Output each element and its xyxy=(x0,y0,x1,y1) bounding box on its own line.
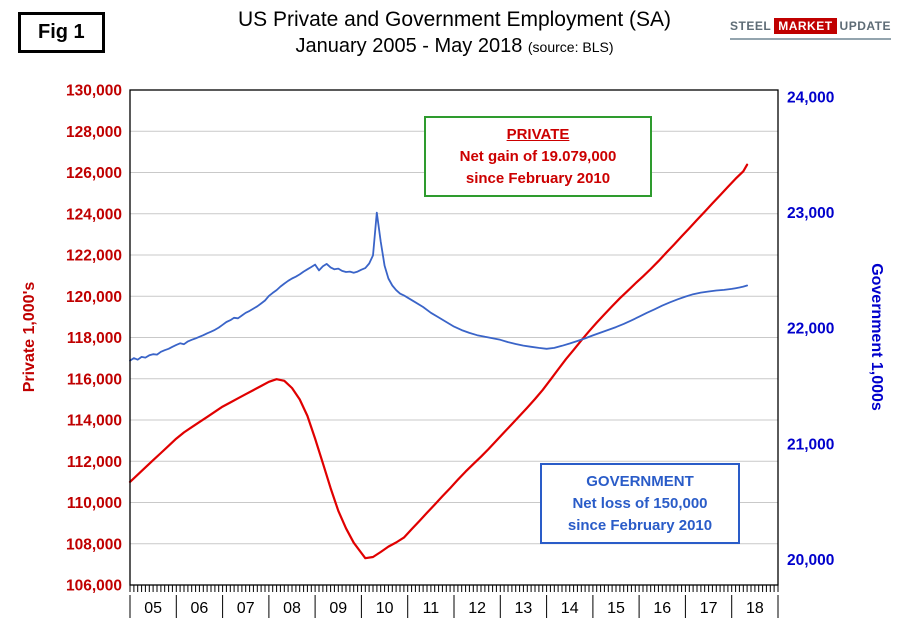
chart-title: US Private and Government Employment (SA… xyxy=(237,8,671,31)
y-right-tick-label: 23,000 xyxy=(787,205,834,222)
government-annotation-title: GOVERNMENT xyxy=(586,473,694,490)
y-right-tick-label: 20,000 xyxy=(787,552,834,569)
government-annotation-line1: Net loss of 150,000 xyxy=(572,494,708,512)
steel-market-update-logo: STEEL MARKET UPDATE xyxy=(730,18,891,40)
private-annotation-title: PRIVATE xyxy=(506,126,570,143)
private-annotation-line2: since February 2010 xyxy=(465,169,611,187)
government-series-line xyxy=(129,211,748,362)
private-series-line xyxy=(128,163,749,560)
y-left-tick-label: 118,000 xyxy=(67,330,122,347)
y-left-tick-label: 106,000 xyxy=(66,578,122,595)
right-axis-title: Government 1,000s xyxy=(868,263,885,411)
y-left-tick-label: 108,000 xyxy=(66,536,122,553)
y-left-tick-label: 112,000 xyxy=(67,454,122,471)
y-left-tick-label: 120,000 xyxy=(66,289,122,306)
left-axis-title: Private 1,000's xyxy=(21,281,38,393)
y-right-tick-label: 21,000 xyxy=(787,436,834,453)
x-tick-label: 11 xyxy=(423,600,440,617)
y-left-tick-label: 126,000 xyxy=(66,165,122,182)
x-tick-label: 18 xyxy=(746,600,764,617)
x-tick-label: 14 xyxy=(561,600,579,617)
logo-word-steel: STEEL xyxy=(730,19,772,33)
x-tick-label: 10 xyxy=(376,600,394,617)
government-annotation-line2: since February 2010 xyxy=(567,516,713,534)
chart-title-block: US Private and Government Employment (SA… xyxy=(0,8,909,58)
x-tick-label: 12 xyxy=(468,600,486,617)
y-left-tick-label: 124,000 xyxy=(66,206,122,223)
private-annotation-line1: Net gain of 19.079,000 xyxy=(459,147,617,165)
x-tick-label: 06 xyxy=(191,600,209,617)
x-tick-label: 05 xyxy=(144,600,162,617)
y-left-tick-label: 122,000 xyxy=(66,248,122,265)
government-annotation-box: GOVERNMENT Net loss of 150,000 since Feb… xyxy=(540,463,740,545)
chart-source: (source: BLS) xyxy=(527,39,614,55)
x-tick-label: 16 xyxy=(653,600,671,617)
plot-border xyxy=(129,89,779,586)
x-tick-label: 07 xyxy=(237,600,255,617)
logo-word-update: UPDATE xyxy=(839,19,891,33)
y-right-tick-label: 22,000 xyxy=(787,321,834,338)
x-tick-label: 13 xyxy=(515,600,533,617)
y-left-tick-label: 128,000 xyxy=(66,124,122,141)
private-annotation-box: PRIVATE Net gain of 19.079,000 since Feb… xyxy=(424,116,652,198)
y-right-tick-label: 24,000 xyxy=(787,89,834,106)
y-left-tick-label: 114,000 xyxy=(67,413,122,430)
figure-number-badge: Fig 1 xyxy=(18,12,105,53)
chart-subtitle: January 2005 - May 2018 (source: BLS) xyxy=(0,35,909,58)
x-tick-label: 08 xyxy=(283,600,301,617)
x-tick-label: 15 xyxy=(607,600,625,617)
x-tick-label: 09 xyxy=(329,600,347,617)
chart-date-range: January 2005 - May 2018 xyxy=(295,35,523,57)
logo-word-market: MARKET xyxy=(774,18,837,34)
x-tick-label: 17 xyxy=(700,600,718,617)
y-left-tick-label: 130,000 xyxy=(66,83,122,100)
y-left-tick-label: 110,000 xyxy=(67,495,122,512)
y-left-tick-label: 116,000 xyxy=(67,371,122,388)
